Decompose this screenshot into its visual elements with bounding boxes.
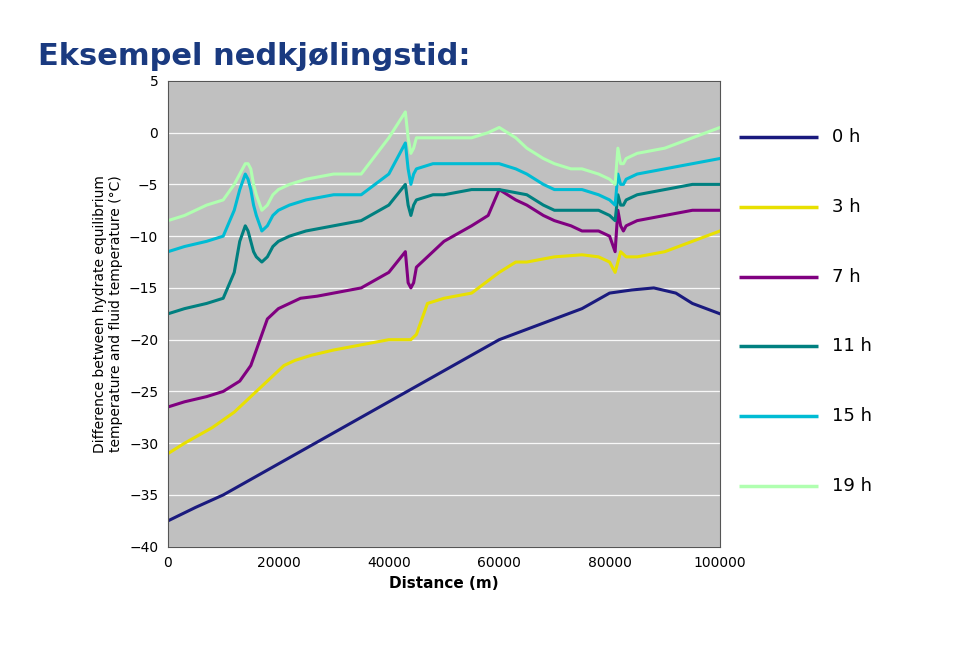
Text: 11 h: 11 h: [831, 337, 872, 355]
X-axis label: Distance (m): Distance (m): [389, 576, 499, 591]
Text: Eksempel nedkjølingstid:: Eksempel nedkjølingstid:: [38, 42, 471, 71]
Text: 19 h: 19 h: [831, 477, 872, 495]
Text: 3 h: 3 h: [831, 197, 860, 215]
Text: 0 h: 0 h: [831, 127, 860, 146]
Text: 7 h: 7 h: [831, 267, 860, 285]
Y-axis label: Difference between hydrate equilibrium
temperature and fluid temperature (°C): Difference between hydrate equilibrium t…: [93, 175, 124, 453]
Text: 15 h: 15 h: [831, 407, 872, 425]
Text: STATOIL: STATOIL: [786, 607, 875, 626]
